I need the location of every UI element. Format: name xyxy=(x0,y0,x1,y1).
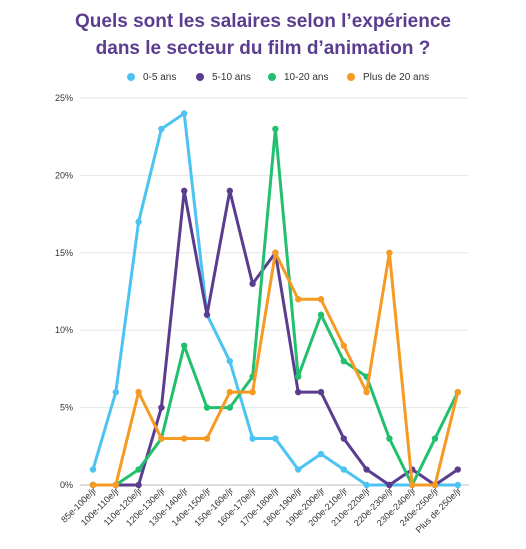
data-point xyxy=(226,404,233,411)
data-point xyxy=(203,435,211,442)
data-point xyxy=(89,466,97,473)
data-point xyxy=(431,481,439,489)
legend-marker xyxy=(347,73,355,81)
data-point xyxy=(203,404,211,411)
y-tick-label: 5% xyxy=(60,403,73,413)
legend-label: Plus de 20 ans xyxy=(363,72,430,83)
data-point xyxy=(340,435,347,442)
data-point xyxy=(112,481,120,489)
data-point xyxy=(454,466,461,473)
data-point xyxy=(158,125,165,133)
legend-marker xyxy=(196,73,204,81)
legend-marker xyxy=(127,73,135,81)
data-point xyxy=(272,435,279,442)
data-point xyxy=(158,404,165,411)
data-point xyxy=(203,311,211,318)
data-point xyxy=(181,342,188,349)
legend-marker xyxy=(268,73,276,81)
data-point xyxy=(317,388,325,396)
data-point xyxy=(226,187,233,195)
data-point xyxy=(135,466,142,473)
data-point xyxy=(340,466,347,473)
data-point xyxy=(135,388,142,396)
chart-legend: 0-5 ans 5-10 ans 10-20 ans Plus de 20 ans xyxy=(0,70,526,86)
data-point xyxy=(295,466,302,473)
data-point xyxy=(295,373,302,380)
y-tick-label: 10% xyxy=(55,325,73,335)
data-point xyxy=(89,481,97,489)
legend-label: 10-20 ans xyxy=(284,72,329,83)
data-point xyxy=(363,388,370,396)
data-point xyxy=(272,125,279,133)
legend-label: 5-10 ans xyxy=(212,72,251,83)
legend-label: 0-5 ans xyxy=(143,72,177,83)
data-point xyxy=(295,388,302,396)
data-point xyxy=(363,481,370,489)
data-point xyxy=(363,466,370,473)
data-point xyxy=(249,388,256,396)
data-point xyxy=(317,296,325,303)
data-point xyxy=(454,388,461,396)
data-point xyxy=(249,435,256,442)
data-point xyxy=(181,110,188,117)
data-point xyxy=(317,450,325,458)
data-point xyxy=(226,357,233,365)
y-tick-label: 0% xyxy=(60,480,73,490)
data-point xyxy=(181,435,188,442)
data-point xyxy=(340,342,347,349)
data-point xyxy=(386,435,393,442)
data-point xyxy=(135,481,142,489)
legend-item-3: 10-20 ans xyxy=(268,70,328,86)
data-point xyxy=(112,388,120,396)
data-point xyxy=(295,296,302,303)
chart-title-line-2: dans le secteur du film d’animation ? xyxy=(95,38,431,59)
legend-item-1: 0-5 ans xyxy=(127,70,176,86)
series-line-1 xyxy=(91,111,460,487)
legend-item-2: 5-10 ans xyxy=(196,70,251,86)
y-tick-label: 25% xyxy=(55,93,73,103)
chart-title-line-1: Quels sont les salaires selon l’expérien… xyxy=(75,11,451,32)
data-point xyxy=(386,249,393,256)
data-point xyxy=(340,357,347,365)
data-point xyxy=(135,218,142,226)
data-point xyxy=(431,435,439,442)
data-point xyxy=(158,435,165,442)
data-point xyxy=(317,311,325,318)
y-tick-label: 20% xyxy=(55,170,73,180)
legend-item-4: Plus de 20 ans xyxy=(347,70,429,86)
y-tick-label: 15% xyxy=(55,248,73,258)
data-point xyxy=(226,388,233,396)
chart-title: Quels sont les salaires selon l’expérien… xyxy=(0,8,526,62)
data-point xyxy=(386,481,393,489)
data-point xyxy=(454,481,461,489)
data-point xyxy=(249,280,256,287)
data-point xyxy=(181,187,188,195)
data-point xyxy=(409,481,416,489)
data-point xyxy=(272,249,279,256)
